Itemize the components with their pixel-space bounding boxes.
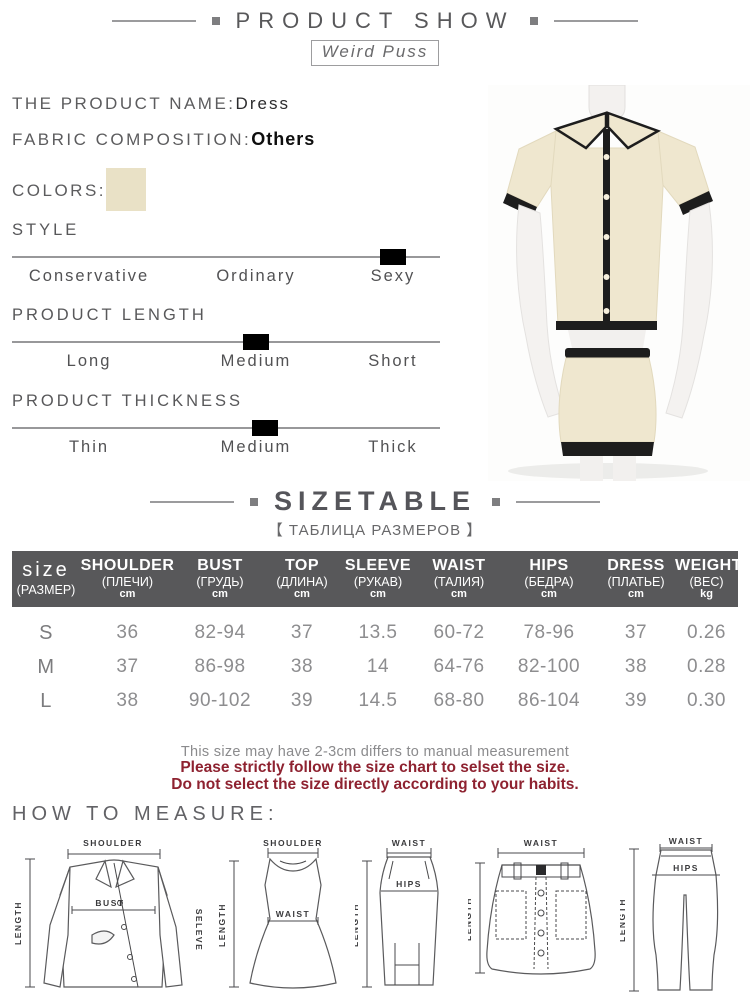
dress-shoulder-label: SHOULDER [263, 838, 323, 848]
jacket-shoulder-label: SHOULDER [83, 838, 143, 848]
skirt-hips-label: HIPS [396, 879, 422, 889]
attr-thickness-marker [251, 420, 278, 436]
size-table: size (РАЗМЕР) SHOULDER (ПЛЕЧИ) cm BUST (… [12, 551, 742, 718]
note-measurement: This size may have 2-3cm differs to manu… [180, 744, 570, 760]
skirt-length-label: LENGTH [355, 903, 360, 947]
measure-figure-dress: SHOULDER LENGTH WAIST [218, 835, 343, 998]
note-warning-1: Please strictly follow the size chart to… [180, 759, 570, 776]
jacket-bust-label: BUST [95, 898, 124, 908]
pants-waist-label: WAIST [669, 836, 703, 846]
deco-square-left [211, 17, 220, 25]
attr-thickness-label: PRODUCT THICKNESS [12, 392, 244, 410]
measure-title: HOW TO MEASURE: [12, 803, 279, 825]
brand-badge: Weird Puss [311, 40, 439, 66]
fabric-value: Others [251, 129, 316, 149]
attr-thickness: PRODUCT THICKNESS Thin Medium Thick [12, 392, 440, 460]
fabric-label: FABRIC COMPOSITION: [12, 130, 252, 149]
fabric-row: FABRIC COMPOSITION:Others [12, 129, 315, 150]
dress-waist-label: WAIST [275, 909, 309, 919]
attr-style-option-sexy: Sexy [370, 267, 416, 285]
attr-thickness-option-thin: Thin [68, 438, 110, 456]
product-name-row: THE PRODUCT NAME:Dress [12, 94, 290, 114]
attr-style-option-ordinary: Ordinary [216, 267, 296, 285]
col-waist: WAIST (ТАЛИЯ) cm [432, 556, 486, 601]
product-photo [488, 84, 750, 481]
table-row-m: M 37 86-98 38 14 64-76 82-100 38 0.28 [37, 655, 726, 678]
note-warning-2: Do not select the size directly accordin… [171, 775, 579, 793]
col-hips: HIPS (БЕДРА) cm [524, 556, 574, 601]
size-notes: This size may have 2-3cm differs to manu… [0, 744, 750, 792]
col-weight: WEIGHT (ВЕС) kg [675, 556, 742, 601]
attr-length-option-short: Short [368, 352, 418, 370]
product-name-value: Dress [235, 94, 290, 113]
attr-style: STYLE Conservative Ordinary Sexy [12, 221, 440, 289]
deco-square-left-2 [250, 497, 258, 506]
page-header: PRODUCT SHOW Weird Puss [0, 8, 750, 66]
col-shoulder: SHOULDER (ПЛЕЧИ) cm [80, 556, 175, 601]
deco-line-right-2 [516, 500, 600, 503]
attr-thickness-option-thick: Thick [368, 438, 418, 456]
deco-line-left [111, 20, 196, 22]
deco-line-right [554, 20, 639, 22]
attr-length-option-long: Long [66, 352, 112, 370]
pants-hips-label: HIPS [673, 863, 699, 873]
attr-length-track [12, 334, 440, 350]
measure-figures: SHOULDER LENGTH [10, 835, 740, 998]
button-skirt-waist-label: WAIST [523, 838, 557, 848]
jacket-length-label: LENGTH [13, 901, 23, 945]
deco-line-left-2 [150, 500, 234, 503]
col-sleeve: SLEEVE (РУКАВ) cm [344, 556, 412, 601]
product-name-label: THE PRODUCT NAME: [12, 94, 236, 113]
attr-thickness-option-medium: Medium [220, 438, 292, 456]
sizetable-header: SIZETABLE 【 ТАБЛИЦА РАЗМЕРОВ 】 [0, 486, 750, 540]
mannequin-outfit-illustration [503, 84, 713, 481]
colors-row: COLORS: [12, 181, 106, 201]
colors-label: COLORS: [12, 181, 107, 200]
deco-square-right [530, 17, 539, 25]
brand-name: Weird Puss [321, 42, 429, 61]
attr-style-label: STYLE [12, 221, 80, 239]
pants-length-label: LENGTH [620, 898, 627, 942]
table-row-s: S 36 82-94 37 13.5 60-72 78-96 37 0.26 [39, 621, 726, 644]
measure-figure-pencil-skirt: WAIST LENGTH HIPS [355, 835, 455, 998]
jacket-sleeve-label: SELEVE [194, 909, 204, 952]
attr-style-track [12, 249, 440, 265]
dress-length-label: LENGTH [218, 903, 227, 947]
col-dress: DRESS (ПЛАТЬЕ) cm [607, 556, 665, 601]
size-table-body: S 36 82-94 37 13.5 60-72 78-96 37 0.26 M… [12, 607, 738, 718]
color-swatch [106, 168, 146, 211]
size-table-header: size (РАЗМЕР) SHOULDER (ПЛЕЧИ) cm BUST (… [12, 551, 742, 607]
measure-figure-jacket: SHOULDER LENGTH [10, 835, 205, 998]
sizetable-subtitle: 【 ТАБЛИЦА РАЗМЕРОВ 】 [267, 522, 483, 539]
attr-style-marker [379, 249, 406, 265]
col-size: size (РАЗМЕР) [16, 559, 76, 598]
attr-length-option-medium: Medium [220, 352, 292, 370]
attr-length-marker [242, 334, 269, 350]
skirt-waist-label: WAIST [392, 838, 426, 848]
attr-length-label: PRODUCT LENGTH [12, 306, 207, 324]
page-title: PRODUCT SHOW [235, 8, 515, 33]
measure-figure-button-skirt: WAIST LENGTH [468, 835, 608, 998]
col-bust: BUST (ГРУДЬ) cm [196, 556, 244, 601]
attr-thickness-track [12, 420, 440, 436]
attr-style-option-conservative: Conservative [28, 267, 150, 285]
deco-square-right-2 [492, 497, 500, 506]
attr-length: PRODUCT LENGTH Long Medium Short [12, 306, 440, 374]
button-skirt-length-label: LENGTH [468, 897, 473, 941]
measure-figure-pants: WAIST LENGTH HIPS [620, 835, 740, 998]
sizetable-title: SIZETABLE [274, 486, 476, 516]
col-top: TOP (ДЛИНА) cm [276, 556, 328, 601]
table-row-l: L 38 90-102 39 14.5 68-80 86-104 39 0.30 [40, 689, 726, 712]
